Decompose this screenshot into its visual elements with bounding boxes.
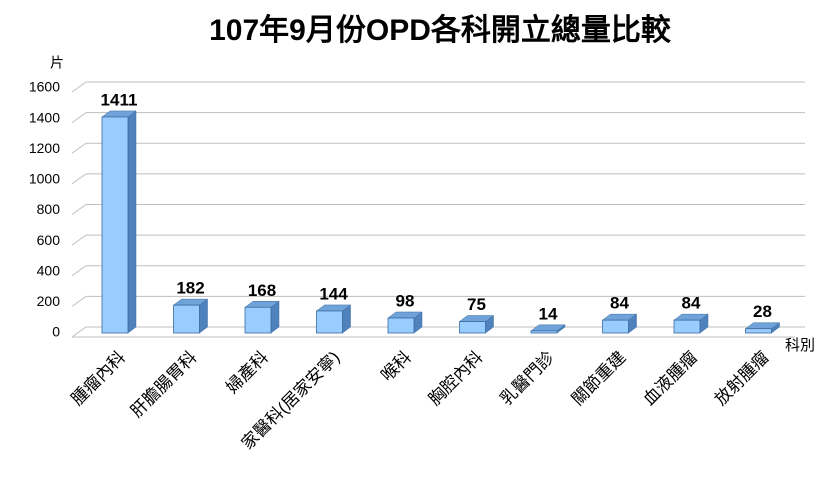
- x-tick-label: 關節重建: [568, 348, 630, 410]
- bar: [315, 304, 352, 334]
- data-label: 144: [319, 284, 348, 303]
- bar: [601, 313, 638, 334]
- data-label: 14: [539, 304, 558, 323]
- bar: [101, 110, 137, 334]
- data-label: 28: [753, 302, 772, 321]
- grid-line: [71, 173, 805, 185]
- y-tick-label: 1400: [29, 109, 60, 125]
- x-tick-label: 血液腫瘤: [639, 348, 701, 410]
- bar-front: [244, 306, 272, 334]
- data-label: 98: [396, 291, 415, 310]
- bar-front: [745, 328, 772, 334]
- y-tick-label: 200: [37, 293, 61, 309]
- grid-line: [71, 234, 805, 246]
- grid-line: [71, 142, 805, 154]
- data-label: 84: [682, 294, 701, 313]
- y-tick-label: 600: [37, 232, 61, 248]
- bar: [244, 300, 280, 334]
- bar: [387, 311, 423, 334]
- grid-line: [71, 204, 805, 215]
- grid-line: [71, 81, 805, 93]
- x-tick-label: 肝膽腸胃科: [127, 348, 201, 422]
- bar-front: [602, 319, 629, 334]
- x-tick-label: 胸腔內科: [425, 348, 487, 410]
- bar-side: [127, 110, 137, 334]
- y-tick-label: 1600: [29, 79, 60, 95]
- y-axis-label: 片: [50, 55, 64, 71]
- x-tick-label: 喉科: [378, 348, 415, 385]
- bar: [673, 313, 709, 334]
- x-axis-label: 科別: [785, 337, 815, 354]
- x-tick-label: 婦產科: [223, 348, 272, 397]
- bar-front: [530, 330, 558, 334]
- grid-line: [71, 265, 805, 277]
- y-tick-label: 800: [37, 201, 61, 217]
- bar-front: [101, 116, 129, 334]
- grid-line: [71, 112, 805, 124]
- chart-title: 107年9月份OPD各科開立總量比較: [209, 13, 672, 47]
- y-tick-label: 400: [37, 262, 61, 278]
- grid-line: [71, 295, 805, 307]
- y-tick-label: 1200: [29, 140, 60, 156]
- bar-front: [387, 317, 415, 334]
- x-tick-label: 放射腫瘤: [711, 348, 773, 410]
- y-tick-label: 1000: [29, 171, 60, 187]
- bar-front: [673, 319, 701, 334]
- x-tick-label: 腫瘤內科: [67, 348, 129, 410]
- bar-front: [173, 304, 200, 334]
- data-label: 1411: [101, 90, 138, 109]
- data-label: 75: [467, 295, 486, 314]
- bar: [744, 322, 781, 334]
- data-label: 84: [610, 294, 629, 313]
- bar: [530, 324, 566, 334]
- data-label: 168: [248, 281, 276, 300]
- bar: [172, 298, 209, 334]
- grid-line: [71, 326, 805, 338]
- bar: [458, 315, 495, 334]
- bar-front: [459, 321, 486, 334]
- y-tick-label: 0: [52, 324, 60, 340]
- x-tick-label: 乳醫門診: [496, 348, 558, 410]
- data-label: 182: [176, 279, 204, 298]
- bar-front: [316, 310, 343, 334]
